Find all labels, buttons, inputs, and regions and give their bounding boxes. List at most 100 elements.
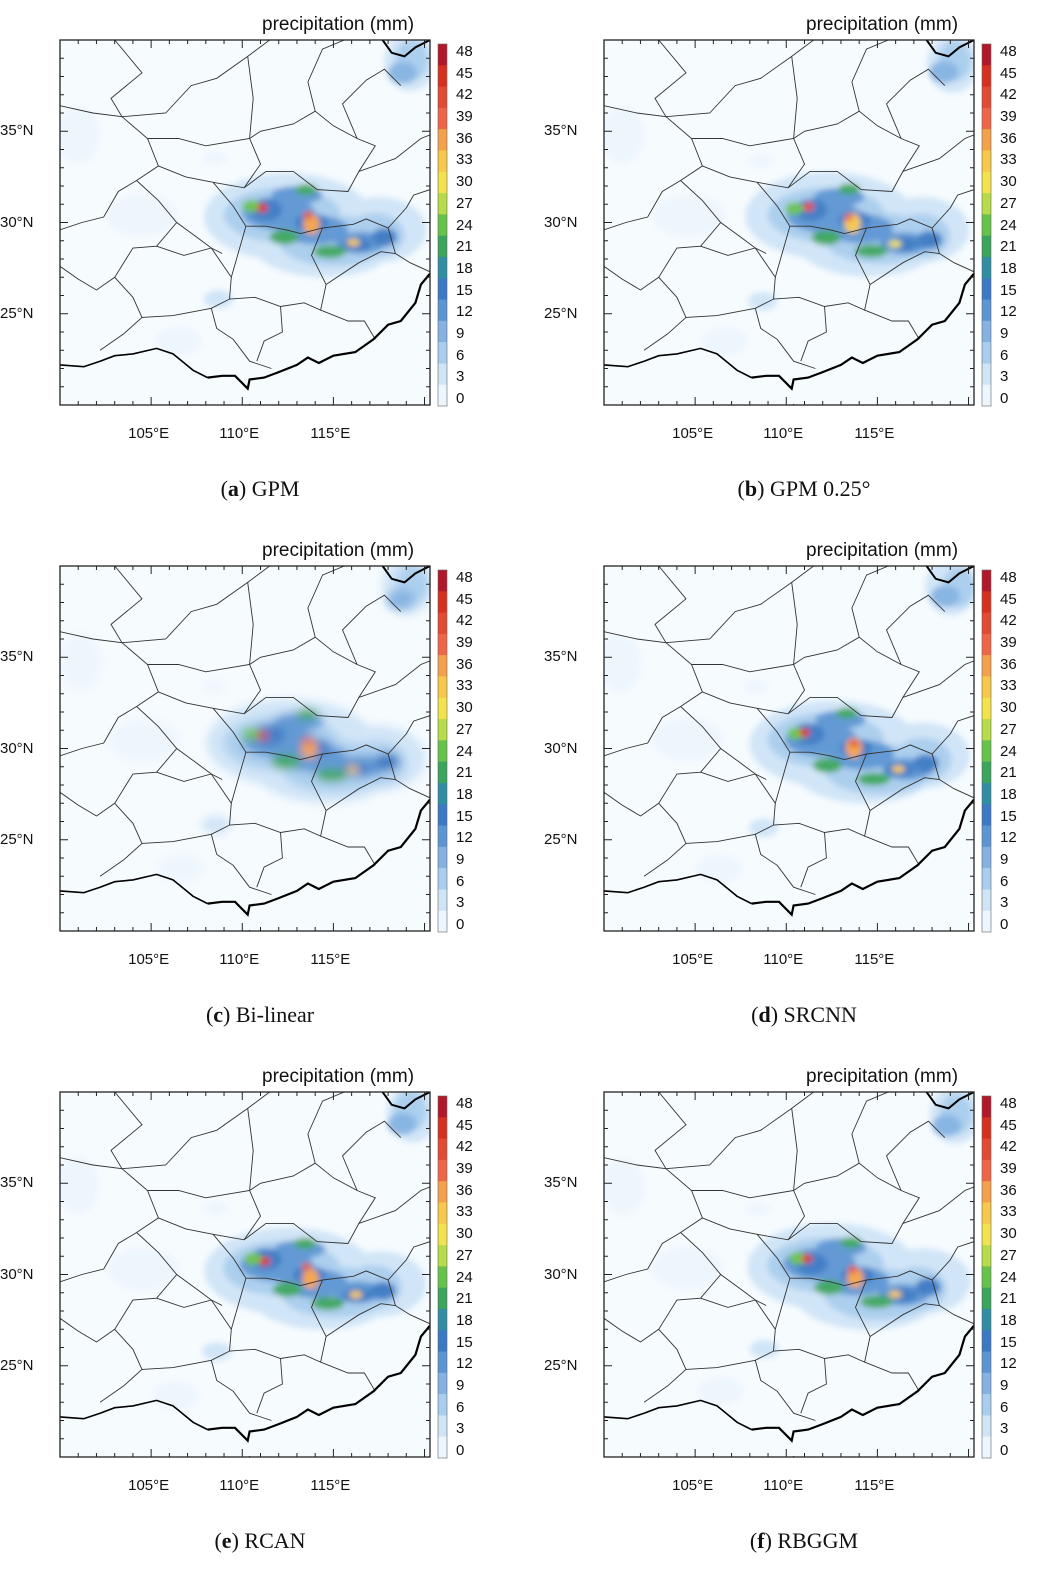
colorbar-swatch [438,150,447,173]
hainan-outline [791,403,795,405]
colorbar-swatch [982,320,991,343]
province-boundary [320,309,376,340]
colorbar-tick-label: 30 [456,699,473,717]
precip-cell [744,1201,771,1216]
province-boundary [212,1234,354,1286]
colorbar-tick-label: 39 [1000,108,1017,126]
precip-cell [803,202,815,212]
precip-cell [370,1281,396,1301]
longitude-label: 110°E [219,951,260,968]
colorbar-swatch [438,868,447,890]
hainan-outline [247,929,251,931]
colorbar-swatch [438,1245,447,1267]
province-boundary [654,40,814,118]
colorbar-swatch [438,1351,447,1374]
colorbar-swatch [982,1415,991,1438]
colorbar-tick-label: 48 [1000,43,1017,60]
precip-cell [387,1112,417,1135]
precip-cell [788,1251,808,1265]
colorbar-swatch [438,1287,447,1310]
colorbar-tick-label: 21 [456,1290,473,1308]
precip-cell [849,739,859,748]
coastline [381,40,430,58]
province-boundary [341,594,402,665]
national-border [604,1399,752,1431]
colorbar-swatch [438,171,447,194]
latitude-label: 35°N [0,1174,34,1192]
colorbar-swatch [982,107,991,130]
precip-cell [272,1282,302,1297]
province-boundary [869,251,974,285]
colorbar-tick-label: 6 [456,346,465,364]
province-boundary [353,1270,396,1306]
province-boundary [897,744,940,780]
precip-cell [271,754,301,770]
precip-cell [604,1157,646,1217]
colorbar-tick-label: 9 [456,1376,465,1394]
province-boundary [756,1234,898,1286]
colorbar-tick-label: 0 [1000,916,1009,933]
precip-cell [242,199,261,213]
province-boundary [658,1328,687,1370]
province-boundary [643,245,776,351]
province-boundary [353,744,396,780]
colorbar-tick-label: 9 [1000,324,1009,342]
longitude-label: 115°E [310,951,351,968]
province-boundary [136,180,223,254]
colorbar-swatch [982,1372,991,1395]
colorbar-tick-label: 21 [1000,764,1017,782]
colorbar-swatch [438,676,447,699]
province-boundary [147,56,254,147]
colorbar-swatch [982,1287,991,1310]
panel-caption: (c) Bi-linear [205,1002,315,1027]
precip-cell [201,679,227,695]
colorbar-swatch [982,1266,991,1289]
coastline [207,272,430,391]
panel-letter: e [221,1528,232,1553]
colorbar-tick-label: 12 [456,829,473,847]
colorbar-swatch [982,65,991,88]
colorbar-swatch [438,193,447,215]
colorbar-tick-label: 3 [456,368,465,386]
precip-cell [256,203,268,213]
colorbar-swatch [982,299,991,322]
precip-cell [695,854,744,884]
colorbar-swatch [438,1138,447,1161]
colorbar-tick-label: 21 [1000,1290,1017,1308]
precip-cell [203,1200,229,1216]
precip-cell [303,211,313,219]
colorbar-tick-label: 42 [1000,612,1017,630]
longitude-label: 105°E [672,951,714,968]
panel-name: RCAN [244,1528,306,1553]
coastline [381,1092,430,1110]
colorbar-swatch [438,320,447,343]
longitude-label: 110°E [763,951,804,968]
colorbar-tick-label: 42 [1000,86,1017,104]
precip-cell [202,151,228,166]
precip-cell [915,1277,942,1297]
province-boundary [691,582,798,673]
province-boundary [680,180,767,254]
longitude-label: 115°E [854,425,895,442]
colorbar-swatch [438,65,447,88]
colorbar-swatch [438,1181,447,1203]
hainan-outline [791,1455,795,1457]
colorbar-swatch [982,570,991,592]
province-boundary [773,227,871,311]
colorbar-tick-label: 21 [456,238,473,256]
province-boundary [931,189,974,229]
colorbar [981,43,992,407]
precip-cell [799,728,811,738]
province-boundary [60,631,159,757]
colorbar-tick-label: 42 [456,86,473,104]
province-boundary [136,706,223,780]
province-boundary [353,218,396,254]
precip-cell [696,1376,745,1406]
map-panel-b: precipitation (mm) 48 45 42 39 36 33 30 27 24 21 18… [544,14,1044,540]
province-boundary [60,1157,159,1283]
province-boundary [702,664,806,715]
colorbar-swatch [438,278,447,301]
colorbar-tick-label: 36 [1000,1181,1017,1199]
colorbar-tick-label: 27 [456,1246,473,1264]
precip-cell [371,227,398,247]
